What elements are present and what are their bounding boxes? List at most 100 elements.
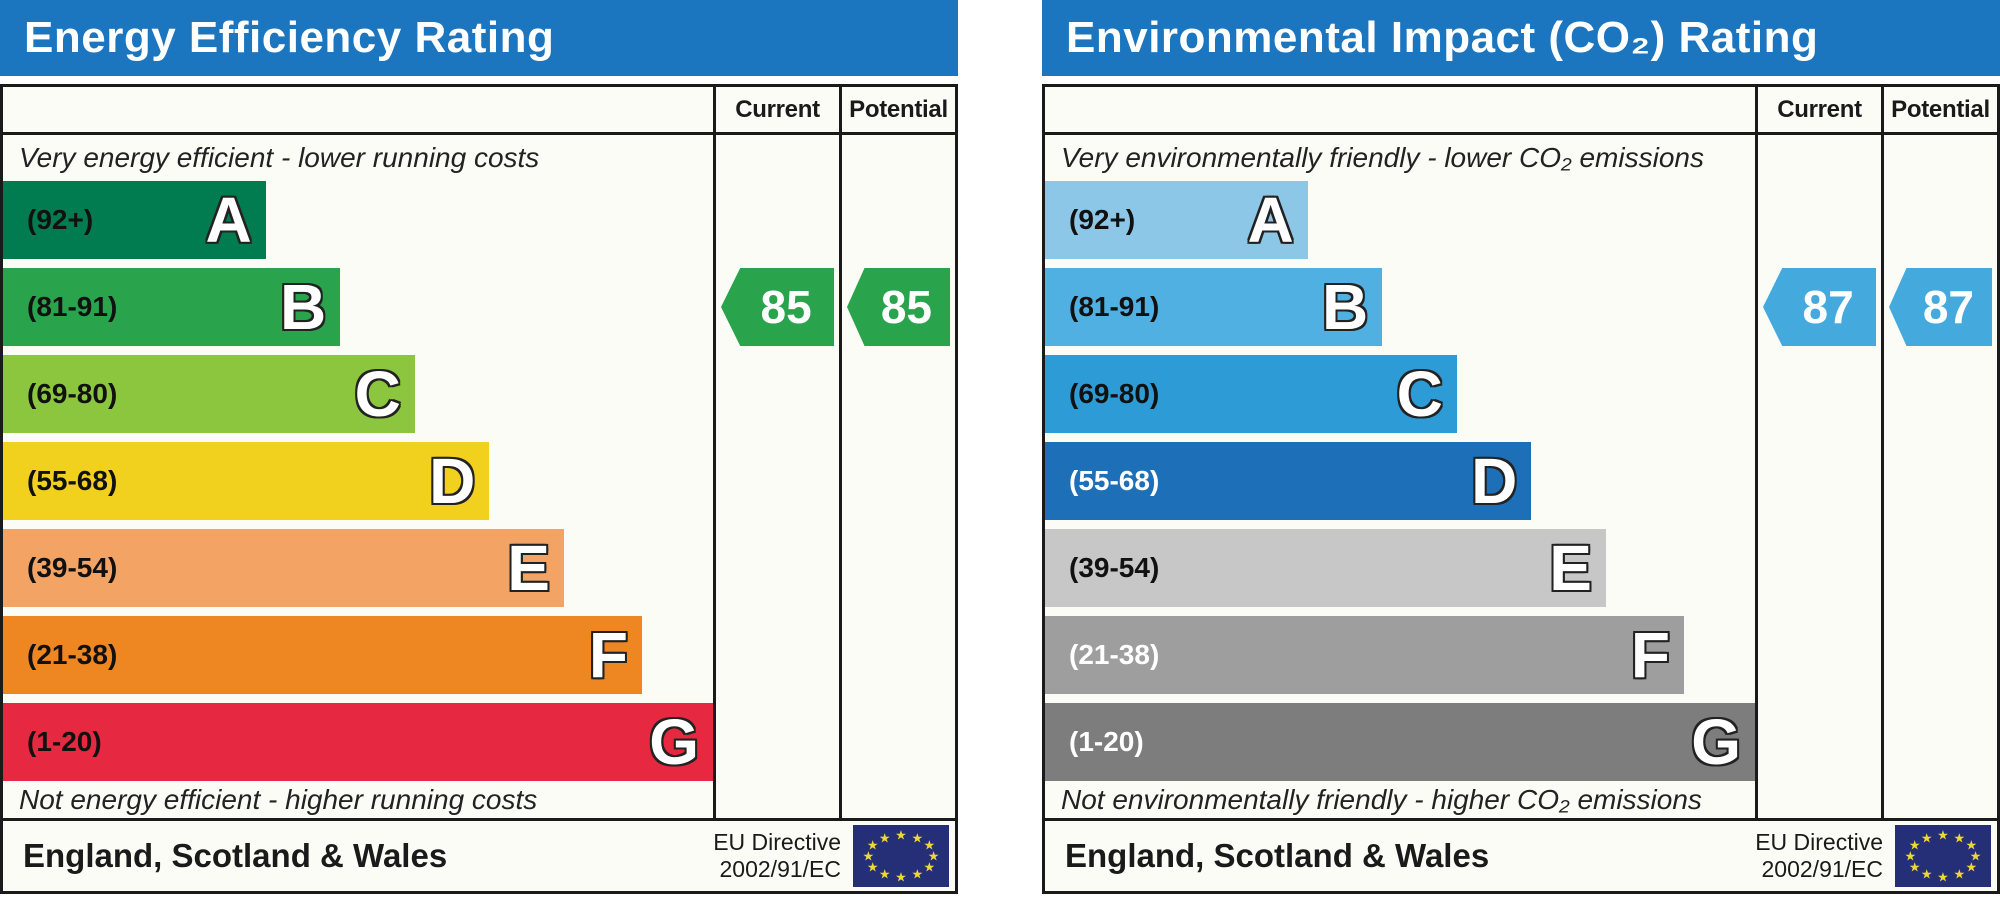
potential-rating-arrow: 85 <box>847 268 950 346</box>
rating-band-d: (55-68) D <box>3 442 490 520</box>
rating-band-g: (1-20) G <box>1045 703 1755 781</box>
environmental-top-caption: Very environmentally friendly - lower CO… <box>1061 142 1704 173</box>
band-range-label: (21-38) <box>1069 639 1160 670</box>
band-letter: E <box>507 532 550 604</box>
eu-flag-star-icon: ★ <box>1953 830 1966 846</box>
band-letter: B <box>280 271 327 343</box>
eu-flag-star-icon: ★ <box>895 869 907 885</box>
rating-band-c: (69-80) C <box>1045 355 1457 433</box>
band-range-label: (1-20) <box>1069 726 1144 757</box>
potential-rating-arrow: 87 <box>1889 268 1992 346</box>
band-letter: A <box>1247 184 1294 256</box>
energy-rating-chart: Very energy efficient - lower running co… <box>0 84 958 821</box>
eu-flag-star-icon: ★ <box>927 848 940 864</box>
rating-band-a: (92+) A <box>1045 181 1308 259</box>
eu-flag-star-icon: ★ <box>866 837 879 853</box>
epc-energy-panel: Energy Efficiency Rating Very energy eff… <box>0 0 958 894</box>
environmental-region-label: England, Scotland & Wales <box>1065 837 1490 874</box>
rating-band-f: (21-38) F <box>1045 616 1684 694</box>
rating-band-g: (1-20) G <box>3 703 713 781</box>
eu-flag-star-icon: ★ <box>911 866 924 882</box>
band-range-label: (92+) <box>1069 204 1136 235</box>
band-letter: E <box>1549 532 1592 604</box>
eu-flag-star-icon: ★ <box>1953 866 1966 882</box>
band-range-label: (39-54) <box>27 552 118 583</box>
energy-panel-title: Energy Efficiency Rating <box>0 0 958 76</box>
band-letter: F <box>1630 619 1670 691</box>
epc-environmental-panel: Environmental Impact (CO₂) Rating Very e… <box>1042 0 2000 894</box>
eu-flag-star-icon: ★ <box>1965 859 1978 875</box>
rating-band-e: (39-54) E <box>3 529 564 607</box>
eu-flag-star-icon: ★ <box>1969 848 1982 864</box>
band-range-label: (21-38) <box>27 639 118 670</box>
band-letter: A <box>205 184 252 256</box>
rating-band-a: (92+) A <box>3 181 266 259</box>
band-letter: D <box>429 445 476 517</box>
band-letter: C <box>354 358 401 430</box>
eu-flag: ★ ★ ★ ★ ★ ★ ★ ★ ★ ★ ★ ★ <box>1895 825 1991 887</box>
band-letter: D <box>1471 445 1518 517</box>
band-range-label: (92+) <box>27 204 94 235</box>
eu-flag-star-icon: ★ <box>895 827 907 843</box>
eu-flag-star-icon: ★ <box>1965 837 1978 853</box>
band-letter: B <box>1322 271 1369 343</box>
energy-potential-column: Potential 85 <box>839 87 955 818</box>
band-range-label: (55-68) <box>1069 465 1160 496</box>
energy-top-caption: Very energy efficient - lower running co… <box>19 142 540 173</box>
band-range-label: (69-80) <box>27 378 118 409</box>
environmental-panel-title: Environmental Impact (CO₂) Rating <box>1042 0 2000 76</box>
band-letter: F <box>588 619 628 691</box>
band-letter: G <box>649 706 699 778</box>
energy-potential-header: Potential <box>842 87 955 135</box>
eu-flag-star-icon: ★ <box>1920 830 1933 846</box>
band-range-label: (39-54) <box>1069 552 1160 583</box>
band-letter: C <box>1396 358 1443 430</box>
band-letter: G <box>1691 706 1741 778</box>
environmental-bands: (92+) A (81-91) B (69-80) C (55-68) D (39-54) E (2… <box>1045 181 1755 781</box>
eu-flag-star-icon: ★ <box>1904 848 1917 864</box>
eu-flag-star-icon: ★ <box>1937 869 1949 885</box>
environmental-footer: England, Scotland & Wales EU Directive 2… <box>1042 818 2000 894</box>
environmental-current-column: Current 87 <box>1755 87 1881 818</box>
eu-flag-star-icon: ★ <box>1908 859 1921 875</box>
rating-band-b: (81-91) B <box>3 268 341 346</box>
band-range-label: (55-68) <box>27 465 118 496</box>
eu-flag-star-icon: ★ <box>923 859 936 875</box>
environmental-header-spacer <box>1045 87 1755 135</box>
rating-band-e: (39-54) E <box>1045 529 1606 607</box>
eu-flag-star-icon: ★ <box>923 837 936 853</box>
rating-band-f: (21-38) F <box>3 616 642 694</box>
energy-band-ladder: Very energy efficient - lower running co… <box>3 87 713 818</box>
eu-flag-star-icon: ★ <box>866 859 879 875</box>
energy-footer: England, Scotland & Wales EU Directive 2… <box>0 818 958 894</box>
environmental-band-ladder: Very environmentally friendly - lower CO… <box>1045 87 1755 818</box>
eu-flag-star-icon: ★ <box>878 866 891 882</box>
band-range-label: (81-91) <box>27 291 118 322</box>
eu-flag-star-icon: ★ <box>1920 866 1933 882</box>
rating-band-b: (81-91) B <box>1045 268 1383 346</box>
rating-band-d: (55-68) D <box>1045 442 1532 520</box>
current-rating-arrow: 87 <box>1763 268 1876 346</box>
eu-flag: ★ ★ ★ ★ ★ ★ ★ ★ ★ ★ ★ ★ <box>853 825 949 887</box>
energy-bottom-caption: Not energy efficient - higher running co… <box>19 783 538 815</box>
energy-bands: (92+) A (81-91) B (69-80) C (55-68) D (39-54) E (2… <box>3 181 713 781</box>
environmental-eu-directive: EU Directive 2002/91/EC <box>1755 828 1883 882</box>
energy-current-header: Current <box>716 87 839 135</box>
environmental-rating-chart: Very environmentally friendly - lower CO… <box>1042 84 2000 821</box>
current-rating-arrow: 85 <box>721 268 834 346</box>
eu-flag-star-icon: ★ <box>911 830 924 846</box>
environmental-potential-header: Potential <box>1884 87 1997 135</box>
eu-flag-star-icon: ★ <box>1908 837 1921 853</box>
energy-eu-directive: EU Directive 2002/91/EC <box>713 828 841 882</box>
environmental-potential-column: Potential 87 <box>1881 87 1997 818</box>
rating-band-c: (69-80) C <box>3 355 415 433</box>
band-range-label: (69-80) <box>1069 378 1160 409</box>
environmental-bottom-caption: Not environmentally friendly - higher CO… <box>1061 783 1702 815</box>
eu-flag-star-icon: ★ <box>1937 827 1949 843</box>
eu-flag-star-icon: ★ <box>862 848 875 864</box>
energy-region-label: England, Scotland & Wales <box>23 837 448 874</box>
energy-current-column: Current 85 <box>713 87 839 818</box>
band-range-label: (81-91) <box>1069 291 1160 322</box>
band-range-label: (1-20) <box>27 726 102 757</box>
eu-flag-star-icon: ★ <box>878 830 891 846</box>
